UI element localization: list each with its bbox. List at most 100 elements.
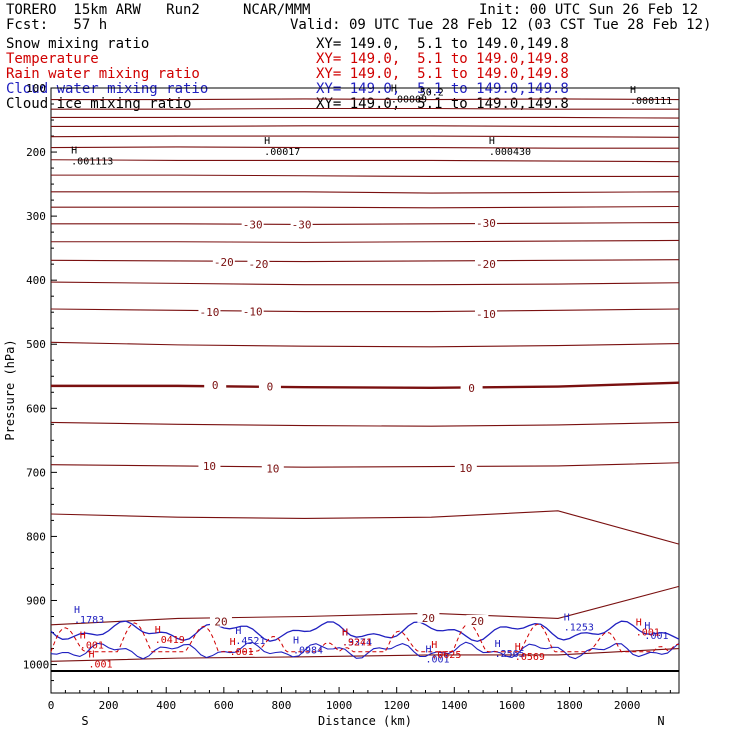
rain-max-marker: H xyxy=(80,631,86,642)
rain-max-marker: H xyxy=(342,627,348,638)
snow-max-value: .000430 xyxy=(489,147,531,158)
snow-max-marker: H xyxy=(391,84,397,95)
y-tick-label: 200 xyxy=(26,146,46,159)
rain-max-marker: H xyxy=(636,618,642,629)
isotherm-label-bg xyxy=(209,615,232,627)
isotherm-line xyxy=(50,308,680,313)
cloud-water-max-marker: H xyxy=(74,605,80,616)
legend-snow: Snow mixing ratio xyxy=(6,36,150,52)
isotherm-label-bg xyxy=(417,611,440,623)
legend-cloud-ice: Cloud ice mixing ratio xyxy=(6,96,192,112)
cloud-water-max-marker: H xyxy=(342,627,348,638)
isotherm-label: 20 xyxy=(214,616,227,629)
legend-rain-xy: XY= 149.0, 5.1 to 149.0,149.8 xyxy=(316,66,569,82)
isotherm-line xyxy=(51,107,679,110)
isotherm-line xyxy=(50,510,680,545)
cloud-water-max-marker: H xyxy=(293,636,299,647)
rain-max-value: .0569 xyxy=(515,652,545,663)
snow-max-marker: H xyxy=(264,136,270,147)
rain-max-value: .0625 xyxy=(431,650,461,661)
plot-frame xyxy=(50,87,680,694)
isotherm-label: 20 xyxy=(422,612,435,625)
cloud-water-max-value: .1253 xyxy=(564,623,594,634)
isotherm-label-bg xyxy=(474,217,497,229)
microphysics-contours xyxy=(50,620,680,672)
isotherm-label: 20 xyxy=(471,615,484,628)
isotherm-line xyxy=(50,159,680,163)
isotherm-line xyxy=(51,98,680,101)
cloud-water-contour xyxy=(50,641,680,660)
rain-max-value: .001 xyxy=(636,628,660,639)
forecast-hour: Fcst: 57 h xyxy=(6,17,108,33)
isotherm-label-bg xyxy=(261,462,284,474)
x-tick-label: 2000 xyxy=(614,699,641,712)
x-tick-label: 1000 xyxy=(326,699,353,712)
legend-snow-xy: XY= 149.0, 5.1 to 149.0,149.8 xyxy=(316,36,569,52)
chart-axes: 0 200 400 600 800 1000 1200 1400 1600 1800 2000100… xyxy=(3,82,680,728)
x-tick-label: 600 xyxy=(214,699,234,712)
isotherm-label-bg xyxy=(198,306,221,318)
x-tick-label: 0 xyxy=(48,699,55,712)
isotherm-label: -30 xyxy=(292,218,312,231)
cloud-water-max-marker: H xyxy=(495,639,501,650)
isotherm-label-bg xyxy=(258,380,281,392)
isotherm-line xyxy=(51,174,679,177)
y-tick-label: 400 xyxy=(26,274,46,287)
snow-max-value: .00009 xyxy=(391,95,427,106)
isotherm-line xyxy=(50,259,680,263)
isotherm-line xyxy=(50,647,680,662)
rain-max-marker: H xyxy=(230,637,236,648)
rain-max-value: .0419 xyxy=(155,635,185,646)
isotherm-label: 10 xyxy=(459,462,472,475)
snow-max-marker: H xyxy=(71,146,77,157)
cloud-water-contour xyxy=(50,620,680,643)
legend-cloud-water-xy: XY= 149.0, 5.1 to 149.0,149.8 xyxy=(316,81,569,97)
x-axis-title: Distance (km) xyxy=(318,714,412,728)
y-tick-label: 500 xyxy=(26,338,46,351)
rain-max-marker: H xyxy=(431,640,437,651)
x-tick-label: 1800 xyxy=(556,699,583,712)
isotherm-line xyxy=(50,146,679,149)
isotherm-line xyxy=(51,116,680,119)
rain-max-value: .9241 xyxy=(342,637,372,648)
isotherm-line xyxy=(50,281,680,286)
y-tick-label: 900 xyxy=(26,594,46,607)
init-time: Init: 00 UTC Sun 26 Feb 12 xyxy=(479,2,699,18)
isotherm-label: 0 xyxy=(212,379,219,392)
isotherm-label: -30 xyxy=(243,218,263,231)
y-axis-title: Pressure (hPa) xyxy=(3,339,17,440)
cloud-water-max-marker: H xyxy=(425,645,431,656)
isotherm-label: -10 xyxy=(243,306,263,319)
snow-max-value: .001113 xyxy=(71,157,113,168)
y-tick-label: 600 xyxy=(26,402,46,415)
isotherm-label: -30 xyxy=(476,217,496,230)
valid-time: Valid: 09 UTC Tue 28 Feb 12 (03 CST Tue … xyxy=(290,17,712,33)
isotherm-label-bg xyxy=(204,379,227,391)
isotherm-line xyxy=(51,205,680,209)
isotherm-label-bg xyxy=(474,308,497,320)
cloud-ice-max-value: 50.2 xyxy=(420,88,444,99)
isotherm-line xyxy=(50,462,680,468)
isotherm-label-bg xyxy=(466,614,489,626)
isotherm-line xyxy=(51,125,679,127)
isotherm-label: 0 xyxy=(468,382,475,395)
snow-max-value: .000111 xyxy=(630,96,672,107)
x-tick-label: 200 xyxy=(99,699,119,712)
temperature-isotherms xyxy=(50,98,680,662)
isotherm-label-bg xyxy=(460,381,483,393)
x-tick-label: 1400 xyxy=(441,699,468,712)
x-tick-label: 400 xyxy=(156,699,176,712)
rain-max-value: .001 xyxy=(80,641,104,652)
y-tick-label: 800 xyxy=(26,530,46,543)
chart-labels: -30 -30 -30 -20 -20 -20 -10 -10 -10 0 0 0 10 10 10 20 20… xyxy=(71,84,672,671)
snow-max-marker: H xyxy=(489,136,495,147)
org-label: NCAR/MMM xyxy=(243,2,311,18)
isotherm-line xyxy=(51,221,680,225)
cloud-water-max-value: .2565 xyxy=(495,649,525,660)
isotherm-line xyxy=(50,421,680,427)
isotherm-label: -10 xyxy=(200,306,220,319)
isotherm-label-bg xyxy=(241,305,264,317)
south-end-label: S xyxy=(81,714,88,728)
y-tick-label: 1000 xyxy=(23,659,50,672)
